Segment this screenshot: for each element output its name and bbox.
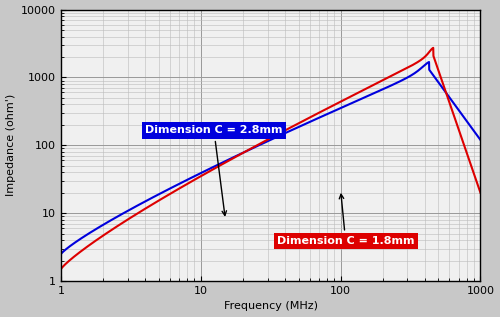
- X-axis label: Frequency (MHz): Frequency (MHz): [224, 301, 318, 311]
- Text: Dimension C = 2.8mm: Dimension C = 2.8mm: [145, 125, 282, 216]
- Y-axis label: Impedance (ohm'): Impedance (ohm'): [6, 94, 16, 197]
- Text: Dimension C = 1.8mm: Dimension C = 1.8mm: [277, 194, 414, 246]
